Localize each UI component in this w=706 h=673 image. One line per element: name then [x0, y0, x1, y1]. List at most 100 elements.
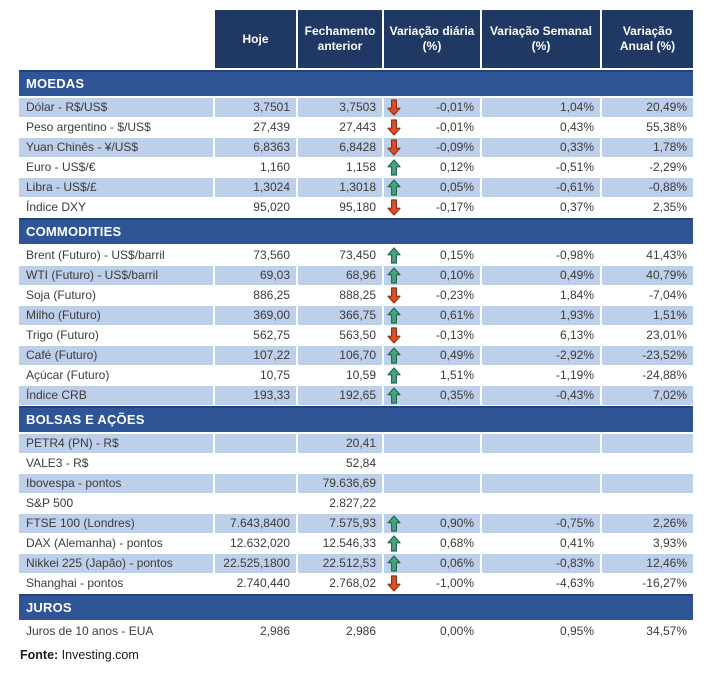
- column-header-line: Variação diária: [389, 24, 475, 38]
- cell-variacao-semanal: -0,61%: [482, 178, 600, 197]
- cell-variacao-anual: -24,88%: [602, 366, 693, 385]
- column-header-line: Hoje: [242, 31, 269, 46]
- cell-hoje: 10,75: [215, 366, 296, 385]
- cell-hoje: 6,8363: [215, 138, 296, 157]
- cell-variacao-anual: -7,04%: [602, 286, 693, 305]
- cell-variacao-semanal: [482, 434, 600, 453]
- cell-variacao-diaria: 0,68%: [384, 534, 480, 553]
- cell-hoje: 886,25: [215, 286, 296, 305]
- cell-variacao-anual: -23,52%: [602, 346, 693, 365]
- cell-variacao-anual: 1,51%: [602, 306, 693, 325]
- cell-variacao-anual: 7,02%: [602, 386, 693, 405]
- cell-variacao-semanal: 0,95%: [482, 622, 600, 641]
- row-label: VALE3 - R$: [19, 454, 213, 473]
- cell-variacao-anual: 2,35%: [602, 198, 693, 217]
- cell-variacao-semanal: -0,43%: [482, 386, 600, 405]
- trend-up-icon: [387, 247, 401, 265]
- row-label: Trigo (Futuro): [19, 326, 213, 345]
- table-row: S&P 500 2.827,22: [19, 494, 693, 513]
- cell-fechamento-anterior: 95,180: [298, 198, 382, 217]
- row-label: PETR4 (PN) - R$: [19, 434, 213, 453]
- cell-fechamento-anterior: 10,59: [298, 366, 382, 385]
- row-label: Dólar - R$/US$: [19, 98, 213, 117]
- row-label: Índice DXY: [19, 198, 213, 217]
- cell-hoje: 12.632,020: [215, 534, 296, 553]
- variacao-diaria-value: 0,15%: [439, 248, 474, 262]
- variacao-diaria-value: 0,06%: [439, 556, 474, 570]
- variacao-diaria-value: -0,01%: [435, 100, 474, 114]
- cell-variacao-semanal: 0,49%: [482, 266, 600, 285]
- cell-variacao-diaria: -0,01%: [384, 98, 480, 117]
- trend-up-icon: [387, 159, 401, 177]
- cell-variacao-semanal: -2,92%: [482, 346, 600, 365]
- cell-variacao-anual: [602, 494, 693, 513]
- row-label: Euro - US$/€: [19, 158, 213, 177]
- cell-hoje: 22.525,1800: [215, 554, 296, 573]
- cell-variacao-semanal: 0,41%: [482, 534, 600, 553]
- variacao-diaria-value: 0,49%: [439, 348, 474, 362]
- cell-fechamento-anterior: 2.768,02: [298, 574, 382, 593]
- cell-fechamento-anterior: 3,7503: [298, 98, 382, 117]
- cell-hoje: 193,33: [215, 386, 296, 405]
- trend-up-icon: [387, 555, 401, 573]
- variacao-diaria-value: 0,90%: [439, 516, 474, 530]
- cell-variacao-semanal: -1,19%: [482, 366, 600, 385]
- cell-fechamento-anterior: 106,70: [298, 346, 382, 365]
- cell-variacao-anual: [602, 474, 693, 493]
- section-title: COMMODITIES: [26, 224, 122, 239]
- column-header-line: Variação: [622, 24, 673, 38]
- cell-fechamento-anterior: 20,41: [298, 434, 382, 453]
- cell-variacao-anual: [602, 454, 693, 473]
- cell-variacao-diaria: [384, 474, 480, 493]
- cell-variacao-semanal: -0,75%: [482, 514, 600, 533]
- cell-variacao-anual: 55,38%: [602, 118, 693, 137]
- row-label: Yuan Chinês - ¥/US$: [19, 138, 213, 157]
- table-row: Trigo (Futuro) 562,75 563,50 -0,13% 6,13% 23,…: [19, 326, 693, 345]
- cell-fechamento-anterior: 2.827,22: [298, 494, 382, 513]
- cell-variacao-diaria: 0,12%: [384, 158, 480, 177]
- variacao-diaria-value: 0,12%: [439, 160, 474, 174]
- cell-hoje: 73,560: [215, 246, 296, 265]
- cell-variacao-anual: 1,78%: [602, 138, 693, 157]
- table-row: WTI (Futuro) - US$/barril 69,03 68,96 0,10%…: [19, 266, 693, 285]
- column-header-line: Anual (%): [619, 39, 676, 53]
- trend-up-icon: [387, 535, 401, 553]
- cell-fechamento-anterior: 1,3018: [298, 178, 382, 197]
- section-bar: MOEDAS: [19, 70, 693, 96]
- row-label: Nikkei 225 (Japão) - pontos: [19, 554, 213, 573]
- cell-hoje: 3,7501: [215, 98, 296, 117]
- cell-hoje: 107,22: [215, 346, 296, 365]
- trend-down-icon: [387, 287, 401, 305]
- cell-hoje: 2.740,440: [215, 574, 296, 593]
- cell-variacao-semanal: [482, 454, 600, 473]
- section-bar: JUROS: [19, 594, 693, 620]
- variacao-diaria-value: -0,09%: [435, 140, 474, 154]
- variacao-diaria-value: 0,10%: [439, 268, 474, 282]
- table-row: FTSE 100 (Londres) 7.643,8400 7.575,93 0,90…: [19, 514, 693, 533]
- row-label: Açúcar (Futuro): [19, 366, 213, 385]
- table-row: Açúcar (Futuro) 10,75 10,59 1,51% -1,19% -24,…: [19, 366, 693, 385]
- cell-fechamento-anterior: 22.512,53: [298, 554, 382, 573]
- cell-variacao-anual: 41,43%: [602, 246, 693, 265]
- variacao-diaria-value: -1,00%: [435, 576, 474, 590]
- cell-variacao-diaria: -0,17%: [384, 198, 480, 217]
- cell-hoje: [215, 474, 296, 493]
- cell-variacao-anual: -2,29%: [602, 158, 693, 177]
- cell-variacao-semanal: -0,51%: [482, 158, 600, 177]
- cell-variacao-diaria: -0,23%: [384, 286, 480, 305]
- cell-fechamento-anterior: 73,450: [298, 246, 382, 265]
- cell-variacao-diaria: -1,00%: [384, 574, 480, 593]
- row-label: Peso argentino - $/US$: [19, 118, 213, 137]
- cell-hoje: 562,75: [215, 326, 296, 345]
- table-row: Índice DXY 95,020 95,180 -0,17% 0,37% 2,35%: [19, 198, 693, 217]
- column-header-line: anterior: [317, 39, 363, 53]
- table-row: PETR4 (PN) - R$ 20,41: [19, 434, 693, 453]
- variacao-diaria-value: 0,35%: [439, 388, 474, 402]
- row-label: Libra - US$/£: [19, 178, 213, 197]
- cell-variacao-semanal: 1,93%: [482, 306, 600, 325]
- cell-variacao-semanal: [482, 494, 600, 513]
- cell-hoje: 69,03: [215, 266, 296, 285]
- cell-variacao-anual: -16,27%: [602, 574, 693, 593]
- row-label: DAX (Alemanha) - pontos: [19, 534, 213, 553]
- variacao-diaria-value: 0,61%: [439, 308, 474, 322]
